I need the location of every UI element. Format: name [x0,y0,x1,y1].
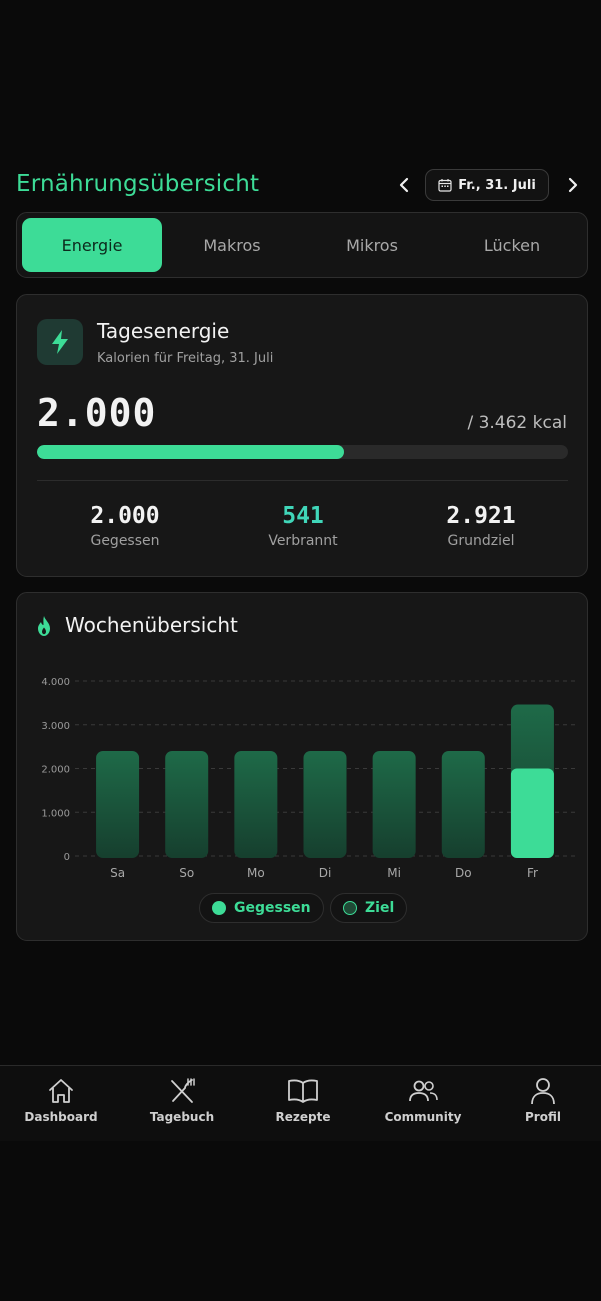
nav-community-label: Community [384,1110,462,1124]
nav-community[interactable]: Community [368,1076,478,1124]
x-tick-label: Mo [247,866,265,880]
calories-goal: / 3.462 kcal [467,413,567,433]
x-tick-label: Do [455,866,472,880]
date-picker-button[interactable]: Fr., 31. Juli [425,169,549,201]
page-title: Ernährungsübersicht [16,171,260,197]
goal-bar-sa[interactable] [96,751,140,858]
goal-bar-so[interactable] [165,751,209,858]
bottom-navigation: Dashboard Tagebuch Rezepte Community Pro… [0,1065,601,1141]
x-tick-label: Di [319,866,332,880]
stat-base-goal-value: 2.921 [446,503,516,529]
y-tick-label: 1.000 [41,808,70,819]
user-icon [531,1078,555,1105]
stat-burned-value: 541 [282,503,324,529]
calendar-icon [438,179,452,192]
weekly-overview-card: Wochenübersicht 4.000 3.000 2.000 1.000 0 Sa S… [16,592,588,941]
tab-mikros[interactable]: Mikros [346,235,398,255]
nav-dashboard-label: Dashboard [24,1110,98,1124]
legend-eaten-label: Gegessen [234,900,311,916]
nav-rezepte[interactable]: Rezepte [248,1076,358,1124]
weekly-calorie-chart: 4.000 3.000 2.000 1.000 0 Sa So Mo Di Mi Do Fr [41,677,575,880]
nav-rezepte-label: Rezepte [275,1110,331,1124]
lightning-icon [52,330,68,354]
nav-profil-label: Profil [525,1110,561,1124]
date-label: Fr., 31. Juli [458,177,536,193]
calories-consumed: 2.000 [37,391,157,435]
legend-goal-swatch [343,901,357,915]
energy-icon-badge [37,319,83,365]
y-tick-label: 2.000 [41,765,70,776]
stat-base-goal: 2.921 Grundziel [411,503,551,549]
legend-goal-label: Ziel [365,900,395,916]
stat-burned: 541 Verbrannt [233,503,373,549]
eaten-bar-fr[interactable] [510,768,554,859]
y-tick-label: 0 [64,852,70,863]
calorie-progress-bar [37,445,568,459]
legend-eaten-swatch [212,901,226,915]
nav-tagebuch[interactable]: Tagebuch [127,1076,237,1124]
energy-card-subtitle: Kalorien für Freitag, 31. Juli [97,351,274,366]
goal-bar-mi[interactable] [372,751,416,858]
view-tabs: Energie Makros Mikros Lücken [16,212,588,278]
legend-goal[interactable]: Ziel [330,893,408,923]
legend-eaten[interactable]: Gegessen [199,893,324,923]
nav-profil[interactable]: Profil [488,1076,598,1124]
flame-icon [38,616,50,636]
weekly-overview-title: Wochenübersicht [65,613,238,637]
app-root: Ernährungsübersicht Fr., 31. Juli Energi… [0,160,601,1141]
goal-bar-mo[interactable] [234,751,278,858]
previous-day-button[interactable] [393,173,417,197]
y-tick-label: 3.000 [41,721,70,732]
nav-dashboard[interactable]: Dashboard [6,1076,116,1124]
next-day-button[interactable] [560,173,584,197]
goal-bar-di[interactable] [303,751,347,858]
x-tick-label: So [179,866,194,880]
x-tick-label: Mi [387,866,401,880]
utensils-icon [171,1078,195,1103]
calorie-progress-fill [37,445,344,459]
book-icon [288,1079,318,1103]
home-icon [49,1079,73,1103]
y-tick-label: 4.000 [41,677,70,688]
tab-energie[interactable]: Energie [22,218,162,272]
nav-tagebuch-label: Tagebuch [149,1110,215,1124]
chevron-right-icon [568,177,578,193]
stat-eaten-value: 2.000 [90,503,160,529]
users-icon [409,1080,438,1102]
energy-card-title: Tagesenergie [97,319,230,343]
page-header: Ernährungsübersicht Fr., 31. Juli [16,168,588,204]
stat-eaten: 2.000 Gegessen [55,503,195,549]
x-tick-label: Sa [110,866,125,880]
stat-eaten-label: Gegessen [90,533,160,549]
chevron-left-icon [399,177,409,193]
daily-energy-card: Tagesenergie Kalorien für Freitag, 31. J… [16,294,588,577]
goal-bar-do[interactable] [441,751,485,858]
tab-makros[interactable]: Makros [203,235,261,255]
x-tick-label: Fr [527,866,538,880]
stat-base-goal-label: Grundziel [447,533,515,549]
tab-luecken[interactable]: Lücken [483,235,541,255]
divider [37,480,568,481]
stat-burned-label: Verbrannt [268,533,338,549]
